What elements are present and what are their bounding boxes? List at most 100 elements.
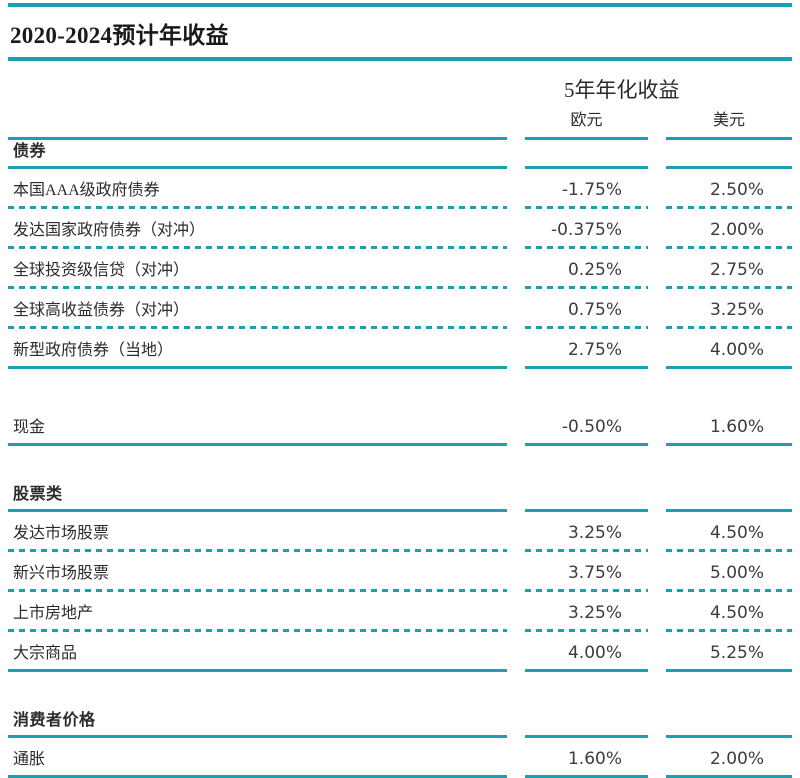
row-label: 发达市场股票 bbox=[13, 525, 110, 542]
row-value-eur: -0.50% bbox=[561, 417, 622, 437]
row-value-eur: -1.75% bbox=[561, 180, 622, 200]
divider-segment bbox=[8, 549, 507, 552]
divider-segment bbox=[525, 629, 648, 632]
divider-segment bbox=[525, 166, 648, 169]
column-header-eur: 欧元 bbox=[570, 112, 603, 129]
row-value-eur: 3.25% bbox=[567, 523, 622, 543]
row-value-eur: 3.25% bbox=[567, 603, 622, 623]
divider-segment bbox=[8, 366, 507, 369]
divider-segment bbox=[666, 366, 792, 369]
returns-table: 债券 本国AAA级政府债券 -1.75% 2.50% 发达国家政府债券（对冲） … bbox=[8, 140, 792, 778]
divider-segment bbox=[525, 137, 648, 140]
divider-segment bbox=[525, 549, 648, 552]
top-divider bbox=[8, 3, 792, 7]
row-value-usd: 5.25% bbox=[709, 643, 764, 663]
divider-segment bbox=[525, 443, 648, 446]
table-row: 本国AAA级政府债券 -1.75% 2.50% bbox=[8, 169, 792, 206]
table-row: 发达市场股票 3.25% 4.50% bbox=[8, 512, 792, 549]
section-gap bbox=[8, 446, 792, 483]
divider-segment bbox=[666, 246, 792, 249]
section-header-row: 股票类 bbox=[8, 483, 792, 509]
divider-segment bbox=[8, 669, 507, 672]
row-label: 股票类 bbox=[13, 486, 63, 503]
table-row: 上市房地产 3.25% 4.50% bbox=[8, 592, 792, 629]
row-label: 新兴市场股票 bbox=[13, 565, 110, 582]
row-value-eur: 0.25% bbox=[567, 260, 622, 280]
table-row: 发达国家政府债券（对冲） -0.375% 2.00% bbox=[8, 209, 792, 246]
divider-segment bbox=[666, 286, 792, 289]
divider-segment bbox=[666, 735, 792, 738]
currency-header-row: 欧元 美元 bbox=[8, 106, 792, 130]
row-value-usd: 4.00% bbox=[709, 340, 764, 360]
divider-segment bbox=[8, 443, 507, 446]
row-label: 债券 bbox=[13, 143, 47, 160]
divider-segment bbox=[8, 286, 507, 289]
divider-segment bbox=[666, 509, 792, 512]
row-divider bbox=[8, 589, 792, 592]
divider-segment bbox=[525, 669, 648, 672]
divider-segment bbox=[666, 669, 792, 672]
currency-header-spacer bbox=[8, 106, 525, 130]
table-row: 新型政府债券（当地） 2.75% 4.00% bbox=[8, 329, 792, 366]
divider-segment bbox=[666, 206, 792, 209]
divider-segment bbox=[8, 629, 507, 632]
row-label: 现金 bbox=[13, 419, 46, 436]
divider-segment bbox=[525, 206, 648, 209]
row-value-usd: 2.75% bbox=[709, 260, 764, 280]
row-label: 全球投资级信贷（对冲） bbox=[13, 262, 190, 279]
column-header-usd: 美元 bbox=[712, 112, 745, 129]
row-label: 全球高收益债券（对冲） bbox=[13, 302, 190, 319]
divider-segment bbox=[8, 246, 507, 249]
page-title: 2020-2024预计年收益 bbox=[10, 23, 229, 48]
section-header-row: 债券 bbox=[8, 140, 792, 166]
row-value-usd: 4.50% bbox=[709, 603, 764, 623]
row-value-eur: 4.00% bbox=[567, 643, 622, 663]
table-row: 全球高收益债券（对冲） 0.75% 3.25% bbox=[8, 289, 792, 326]
divider-segment bbox=[666, 629, 792, 632]
section-gap bbox=[8, 672, 792, 709]
divider-segment bbox=[666, 589, 792, 592]
row-value-usd: 2.00% bbox=[709, 220, 764, 240]
divider-segment bbox=[666, 443, 792, 446]
divider-segment bbox=[8, 735, 507, 738]
divider-segment bbox=[525, 286, 648, 289]
row-divider bbox=[8, 326, 792, 329]
divider-segment bbox=[666, 326, 792, 329]
row-label: 发达国家政府债券（对冲） bbox=[13, 222, 206, 239]
section-header-row: 消费者价格 bbox=[8, 709, 792, 735]
row-label: 本国AAA级政府债券 bbox=[13, 182, 160, 199]
row-label: 新型政府债券（当地） bbox=[13, 342, 174, 359]
divider-segment bbox=[666, 549, 792, 552]
divider-segment bbox=[525, 509, 648, 512]
row-value-eur: 3.75% bbox=[567, 563, 622, 583]
row-divider bbox=[8, 549, 792, 552]
divider-segment bbox=[8, 509, 507, 512]
row-value-usd: 5.00% bbox=[709, 563, 764, 583]
divider-segment bbox=[8, 589, 507, 592]
group-column-header: 5年年化收益 bbox=[564, 78, 680, 102]
divider-segment bbox=[525, 246, 648, 249]
row-divider bbox=[8, 669, 792, 672]
row-divider bbox=[8, 286, 792, 289]
table-row: 新兴市场股票 3.75% 5.00% bbox=[8, 552, 792, 589]
row-value-eur: 0.75% bbox=[567, 300, 622, 320]
expected-returns-report: 2020-2024预计年收益 5年年化收益 欧元 美元 债券 本国AAA级政府债… bbox=[0, 3, 800, 778]
title-divider bbox=[8, 57, 792, 61]
row-divider bbox=[8, 735, 792, 738]
table-row: 通胀 1.60% 2.00% bbox=[8, 738, 792, 775]
row-label: 通胀 bbox=[13, 751, 46, 768]
divider-segment bbox=[8, 166, 507, 169]
column-gap bbox=[648, 106, 666, 130]
table-row: 全球投资级信贷（对冲） 0.25% 2.75% bbox=[8, 249, 792, 286]
table-row: 现金 -0.50% 1.60% bbox=[8, 406, 792, 443]
row-divider bbox=[8, 246, 792, 249]
divider-segment bbox=[525, 326, 648, 329]
row-value-usd: 4.50% bbox=[709, 523, 764, 543]
table-row: 大宗商品 4.00% 5.25% bbox=[8, 632, 792, 669]
row-divider bbox=[8, 509, 792, 512]
row-divider bbox=[8, 443, 792, 446]
row-value-usd: 3.25% bbox=[709, 300, 764, 320]
row-value-usd: 1.60% bbox=[709, 417, 764, 437]
row-value-eur: 1.60% bbox=[567, 749, 622, 769]
row-divider bbox=[8, 166, 792, 169]
